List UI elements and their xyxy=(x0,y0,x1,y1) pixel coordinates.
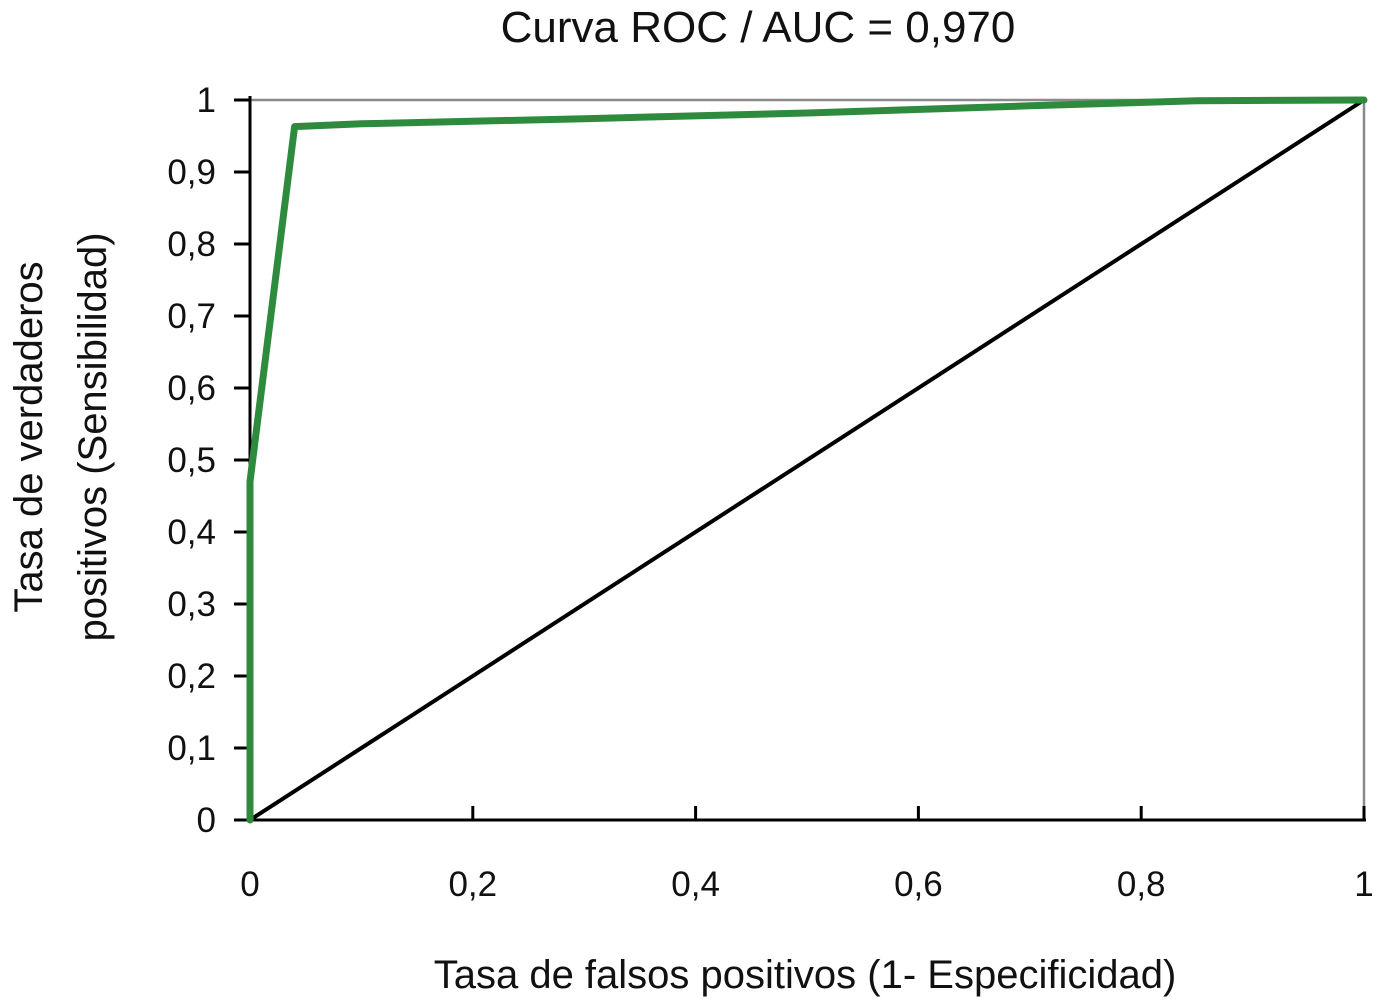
y-tick-label: 0,9 xyxy=(167,153,216,192)
y-tick-label: 0,3 xyxy=(167,585,216,624)
y-tick-label: 0,5 xyxy=(167,441,216,480)
x-tick-label: 0 xyxy=(240,865,259,904)
x-tick-label: 1 xyxy=(1354,865,1373,904)
reference-diagonal-line xyxy=(248,98,1366,822)
x-tick-label: 0,2 xyxy=(448,865,497,904)
y-tick-label: 0,4 xyxy=(167,513,216,552)
y-tick-label: 0,7 xyxy=(167,297,216,336)
y-tick-label: 0,6 xyxy=(167,369,216,408)
roc-curve-line xyxy=(246,96,1368,824)
y-tick-label: 1 xyxy=(197,81,216,120)
y-axis-label: Tasa de verdaderos positivos (Sensibilid… xyxy=(7,232,115,641)
y-tick-label: 0,8 xyxy=(167,225,216,264)
y-axis-label-line-2: positivos (Sensibilidad) xyxy=(71,232,115,641)
x-tick-label: 0,6 xyxy=(894,865,943,904)
y-tick-label: 0 xyxy=(197,801,216,840)
y-axis: 0 0,1 0,2 0,3 0,4 0,5 0,6 0,7 0,8 0,9 1 xyxy=(167,81,250,840)
y-tick-label: 0,2 xyxy=(167,657,216,696)
x-tick-label: 0,4 xyxy=(671,865,720,904)
series-layer xyxy=(246,96,1368,824)
y-axis-label-line-1: Tasa de verdaderos xyxy=(7,261,51,612)
chart-title: Curva ROC / AUC = 0,970 xyxy=(501,3,1016,52)
x-tick-label: 0,8 xyxy=(1117,865,1166,904)
x-axis-label: Tasa de falsos positivos (1- Especificid… xyxy=(434,953,1177,997)
y-tick-label: 0,1 xyxy=(167,729,216,768)
x-axis: 0 0,2 0,4 0,6 0,8 1 xyxy=(240,806,1374,904)
